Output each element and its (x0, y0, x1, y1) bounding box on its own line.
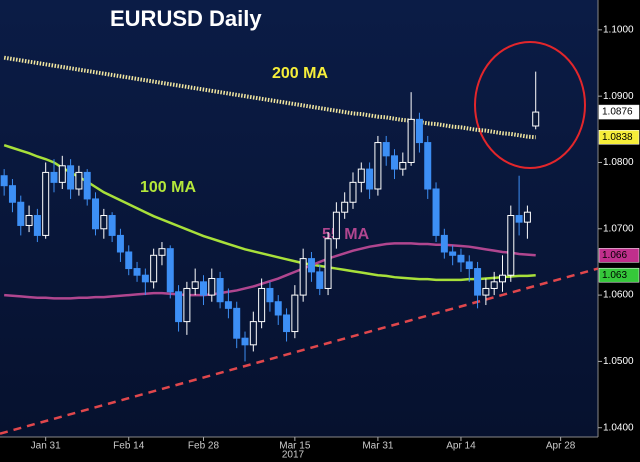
x-tick-label: Apr 14 (446, 441, 476, 452)
candle-body (241, 337, 249, 346)
x-tick-label: Mar 31 (362, 441, 394, 452)
candle-body (141, 274, 149, 283)
candle-body (490, 281, 498, 289)
candle-body (407, 118, 415, 163)
candle-body (233, 307, 241, 339)
candle-body (307, 258, 315, 273)
candle-body (374, 142, 382, 190)
candle-body (100, 215, 108, 230)
y-tick-label: 1.0800 (603, 157, 634, 168)
candle-body (258, 287, 266, 323)
candle-body (25, 215, 33, 226)
candle-body (440, 234, 448, 253)
candle-body (216, 278, 224, 303)
candle-body (199, 281, 207, 296)
ma-label: 100 MA (140, 179, 196, 196)
candle-body (449, 251, 457, 256)
y-tick-label: 1.1000 (603, 24, 634, 35)
candle-body (166, 248, 174, 293)
candle-body (108, 215, 116, 236)
y-tick-label: 1.0500 (603, 356, 634, 367)
candle-body (133, 268, 141, 276)
candle-body (507, 215, 515, 276)
y-tick-label: 1.0400 (603, 422, 634, 433)
y-tick-label: 1.0700 (603, 223, 634, 234)
candle-body (382, 142, 390, 157)
y-tick-label: 1.0600 (603, 290, 634, 301)
candle-body (191, 281, 199, 289)
candle-body (175, 291, 183, 323)
candle-body (465, 261, 473, 270)
candle-body (83, 171, 91, 200)
price-marker (598, 130, 640, 145)
y-axis-panel (598, 0, 640, 462)
candle-body (58, 165, 66, 183)
candle-body (357, 168, 365, 183)
candle-body (75, 171, 83, 190)
x-year-label: 2017 (282, 450, 305, 461)
price-marker-label: 1.0838 (602, 132, 633, 143)
candle-body (116, 234, 124, 253)
candle-body (474, 268, 482, 296)
candle-body (366, 168, 374, 190)
price-marker (598, 248, 640, 263)
candle-body (291, 294, 299, 333)
candle-body (125, 251, 133, 270)
candle-body (415, 118, 423, 144)
candle-body (208, 278, 216, 296)
candle-body (299, 258, 307, 296)
x-axis-panel (0, 437, 598, 462)
candle-body (515, 215, 523, 223)
x-tick-label: Feb 14 (113, 441, 145, 452)
candle-body (341, 201, 349, 213)
price-marker (598, 104, 640, 120)
price-marker-label: 1.063 (602, 270, 627, 281)
price-marker-label: 1.066 (602, 250, 627, 261)
y-tick-label: 1.0900 (603, 91, 634, 102)
candle-body (92, 198, 100, 230)
candle-body (391, 155, 399, 170)
candle-body (283, 314, 291, 333)
candle-body (457, 254, 465, 263)
candle-body (324, 238, 332, 289)
trendline (0, 267, 599, 435)
candle-body (498, 274, 506, 283)
candle-body (482, 287, 490, 296)
candle-body (67, 165, 75, 190)
candle-body (224, 301, 232, 309)
price-marker-label: 1.0876 (602, 107, 633, 118)
candle-body (424, 142, 432, 190)
candle-body (399, 161, 407, 170)
candle-body (0, 175, 8, 187)
candle-body (8, 185, 16, 203)
candle-body (349, 181, 357, 203)
x-tick-label: Jan 31 (31, 441, 61, 452)
candle-body (17, 201, 25, 226)
x-tick-label: Feb 28 (188, 441, 220, 452)
price-marker (598, 267, 640, 283)
ma-label: 200 MA (272, 65, 328, 82)
candle-body (523, 211, 531, 223)
chart-title: EURUSD Daily (110, 6, 262, 31)
x-tick-label: Mar 15 (279, 441, 311, 452)
highlight-circle (474, 41, 586, 169)
candle-body (183, 287, 191, 323)
moving-average (3, 55, 536, 140)
candle-body (33, 215, 41, 236)
candle-body (316, 271, 324, 289)
candle-body (332, 211, 340, 240)
candle-body (158, 248, 166, 256)
candle-body (50, 171, 58, 183)
candle-body (150, 254, 158, 283)
x-tick-label: Apr 28 (546, 441, 576, 452)
candle-body (432, 188, 440, 236)
candle-body (266, 287, 274, 303)
candle-body (249, 321, 257, 346)
candle-body (274, 301, 282, 316)
candle-body (532, 111, 540, 127)
candle-body (42, 171, 50, 236)
moving-average (3, 144, 536, 282)
